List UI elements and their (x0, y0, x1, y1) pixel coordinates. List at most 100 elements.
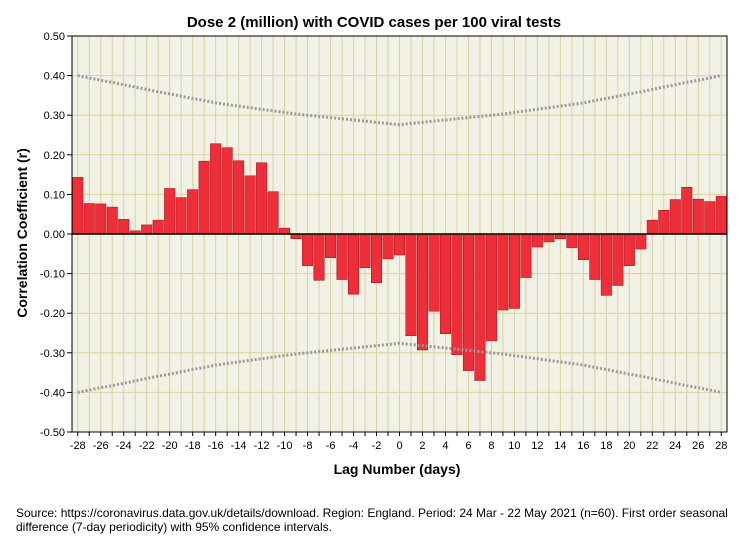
x-tick-label: 12 (531, 440, 543, 452)
bar (83, 203, 95, 235)
x-tick-label: -12 (254, 440, 270, 452)
y-tick-label: -0.10 (40, 269, 65, 281)
bar (279, 227, 291, 235)
bar (118, 219, 130, 235)
x-tick-label: -4 (349, 440, 359, 452)
bar (646, 219, 658, 235)
y-tick-label: -0.30 (40, 348, 65, 360)
bar (233, 160, 245, 235)
plot-area: 0.50 0.40 0.30 0.20 0.10 0.00 -0.10 -0.20 -0.30 -… (40, 31, 728, 452)
x-tick-label: 0 (396, 440, 402, 452)
x-tick-label: -8 (303, 440, 313, 452)
bar (520, 233, 532, 278)
bar (267, 191, 279, 235)
x-tick-label: -10 (277, 440, 293, 452)
y-tick-label: 0.20 (44, 150, 65, 162)
bar (531, 233, 543, 248)
x-tick-label: 6 (465, 440, 471, 452)
x-tick-label: 8 (488, 440, 494, 452)
x-tick-label: 2 (419, 440, 425, 452)
x-tick-label: 10 (508, 440, 520, 452)
bar (106, 206, 118, 235)
bar (164, 188, 176, 235)
x-tick-label: -14 (231, 440, 247, 452)
bar (451, 233, 463, 356)
y-axis-title: Correlation Coefficient (r) (14, 148, 30, 318)
bar (428, 233, 440, 312)
chart-title: Dose 2 (million) with COVID cases per 10… (187, 14, 561, 31)
bar (359, 233, 371, 268)
y-tick-label: 0.40 (44, 71, 65, 83)
bar (221, 147, 233, 235)
bar (198, 160, 210, 235)
bar (152, 219, 164, 235)
bar (704, 201, 716, 235)
bar (95, 203, 107, 235)
bar (543, 233, 555, 243)
bar (462, 233, 474, 371)
x-tick-label: -28 (70, 440, 86, 452)
y-tick-label: 0.50 (44, 31, 65, 43)
y-tick-label: 0.30 (44, 110, 65, 122)
bar (325, 233, 337, 259)
y-tick-label: -0.50 (40, 427, 65, 439)
bar (497, 233, 509, 311)
bar (658, 209, 670, 235)
x-tick-label: -16 (208, 440, 224, 452)
source-note: Source: https://coronavirus.data.gov.uk/… (16, 506, 728, 534)
bar (600, 233, 612, 296)
x-tick-label: -18 (185, 440, 201, 452)
bar (175, 197, 187, 235)
x-tick-label: -24 (116, 440, 132, 452)
bar (348, 233, 360, 295)
bar (336, 233, 348, 280)
x-tick-label: 20 (623, 440, 635, 452)
x-tick-label: -2 (372, 440, 382, 452)
bar (416, 233, 428, 351)
bar (715, 196, 727, 235)
plot-frame (71, 35, 728, 433)
y-tick-label: -0.20 (40, 308, 65, 320)
bar (566, 233, 578, 249)
x-tick-label: 26 (692, 440, 704, 452)
bar (577, 233, 589, 260)
bar (692, 198, 704, 235)
bar (313, 233, 325, 281)
bar (371, 233, 383, 283)
bar (612, 233, 624, 286)
x-tick-label: -22 (139, 440, 155, 452)
x-tick-label: -6 (326, 440, 336, 452)
x-axis-title: Lag Number (days) (334, 461, 461, 477)
y-tick-label: -0.40 (40, 387, 65, 399)
x-tick-label: 4 (442, 440, 448, 452)
x-tick-label: -26 (93, 440, 109, 452)
lower-confidence-limit (77, 341, 722, 394)
bar (589, 233, 601, 280)
bar (635, 233, 647, 250)
bar (474, 233, 486, 381)
bar (508, 233, 520, 309)
bar (187, 189, 199, 235)
bar (210, 143, 222, 235)
bar (669, 199, 681, 235)
x-tick-label: 16 (577, 440, 589, 452)
bar (439, 233, 451, 335)
bar (256, 162, 268, 235)
x-tick-label: 14 (554, 440, 566, 452)
bar (302, 233, 314, 266)
x-tick-label: 22 (646, 440, 658, 452)
y-tick-label: 0.00 (44, 229, 65, 241)
bar (244, 175, 256, 235)
y-tick-label: 0.10 (44, 189, 65, 201)
x-tick-label: 18 (600, 440, 612, 452)
x-tick-label: 28 (715, 440, 727, 452)
bar (405, 233, 417, 337)
bar (382, 233, 394, 260)
bar (394, 233, 405, 256)
bar (485, 233, 497, 342)
x-tick-label: -20 (162, 440, 178, 452)
bar (681, 187, 693, 235)
bar (141, 224, 153, 235)
x-tick-label: 24 (669, 440, 681, 452)
